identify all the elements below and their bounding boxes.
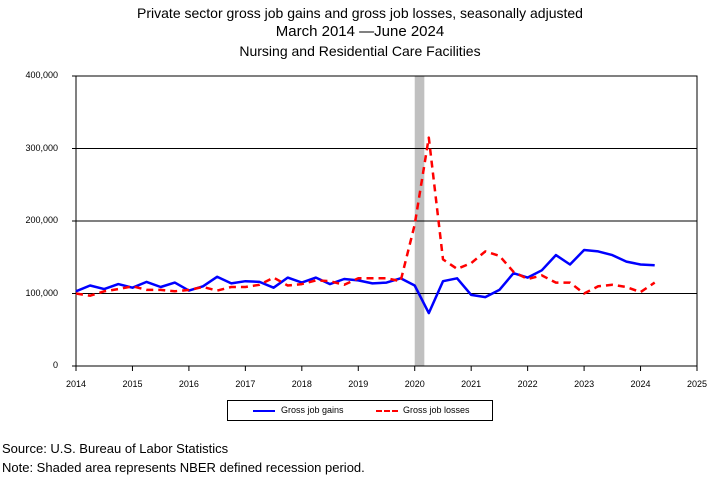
legend-gains-swatch [253, 410, 275, 412]
x-tick-label: 2019 [348, 379, 369, 389]
x-tick-label: 2020 [404, 379, 425, 389]
x-tick-label: 2018 [291, 379, 312, 389]
x-tick-label: 2021 [461, 379, 482, 389]
gross-job-losses-line [75, 136, 656, 297]
legend-losses-label: Gross job losses [403, 405, 470, 415]
x-tick-label: 2015 [122, 379, 143, 389]
chart-date-range: March 2014 —June 2024 [275, 23, 445, 40]
y-tick-label: 100,000 [25, 287, 58, 298]
recession-note: Note: Shaded area represents NBER define… [2, 460, 365, 475]
x-tick-label: 2025 [686, 379, 708, 389]
y-tick-label: 200,000 [25, 215, 58, 225]
chart-industry: Nursing and Residential Care Facilities [239, 43, 481, 59]
x-tick-label: 2017 [235, 379, 256, 389]
y-tick-label: 400,000 [25, 70, 58, 80]
chart-title: Private sector gross job gains and gross… [137, 5, 583, 21]
x-tick-label: 2014 [65, 379, 87, 389]
gross-job-gains-line [75, 248, 655, 315]
legend-losses-swatch [376, 410, 398, 412]
legend-gains-label: Gross job gains [281, 405, 344, 415]
source-note: Source: U.S. Bureau of Labor Statistics [2, 441, 229, 456]
x-tick-label: 2024 [630, 379, 651, 389]
x-tick-label: 2023 [574, 379, 595, 389]
y-tick-label: 0 [52, 360, 58, 370]
legend: Gross job gains Gross job losses [227, 400, 493, 421]
y-tick-label: 300,000 [25, 142, 58, 153]
x-tick-label: 2016 [178, 379, 199, 389]
x-tick-label: 2022 [517, 379, 538, 389]
